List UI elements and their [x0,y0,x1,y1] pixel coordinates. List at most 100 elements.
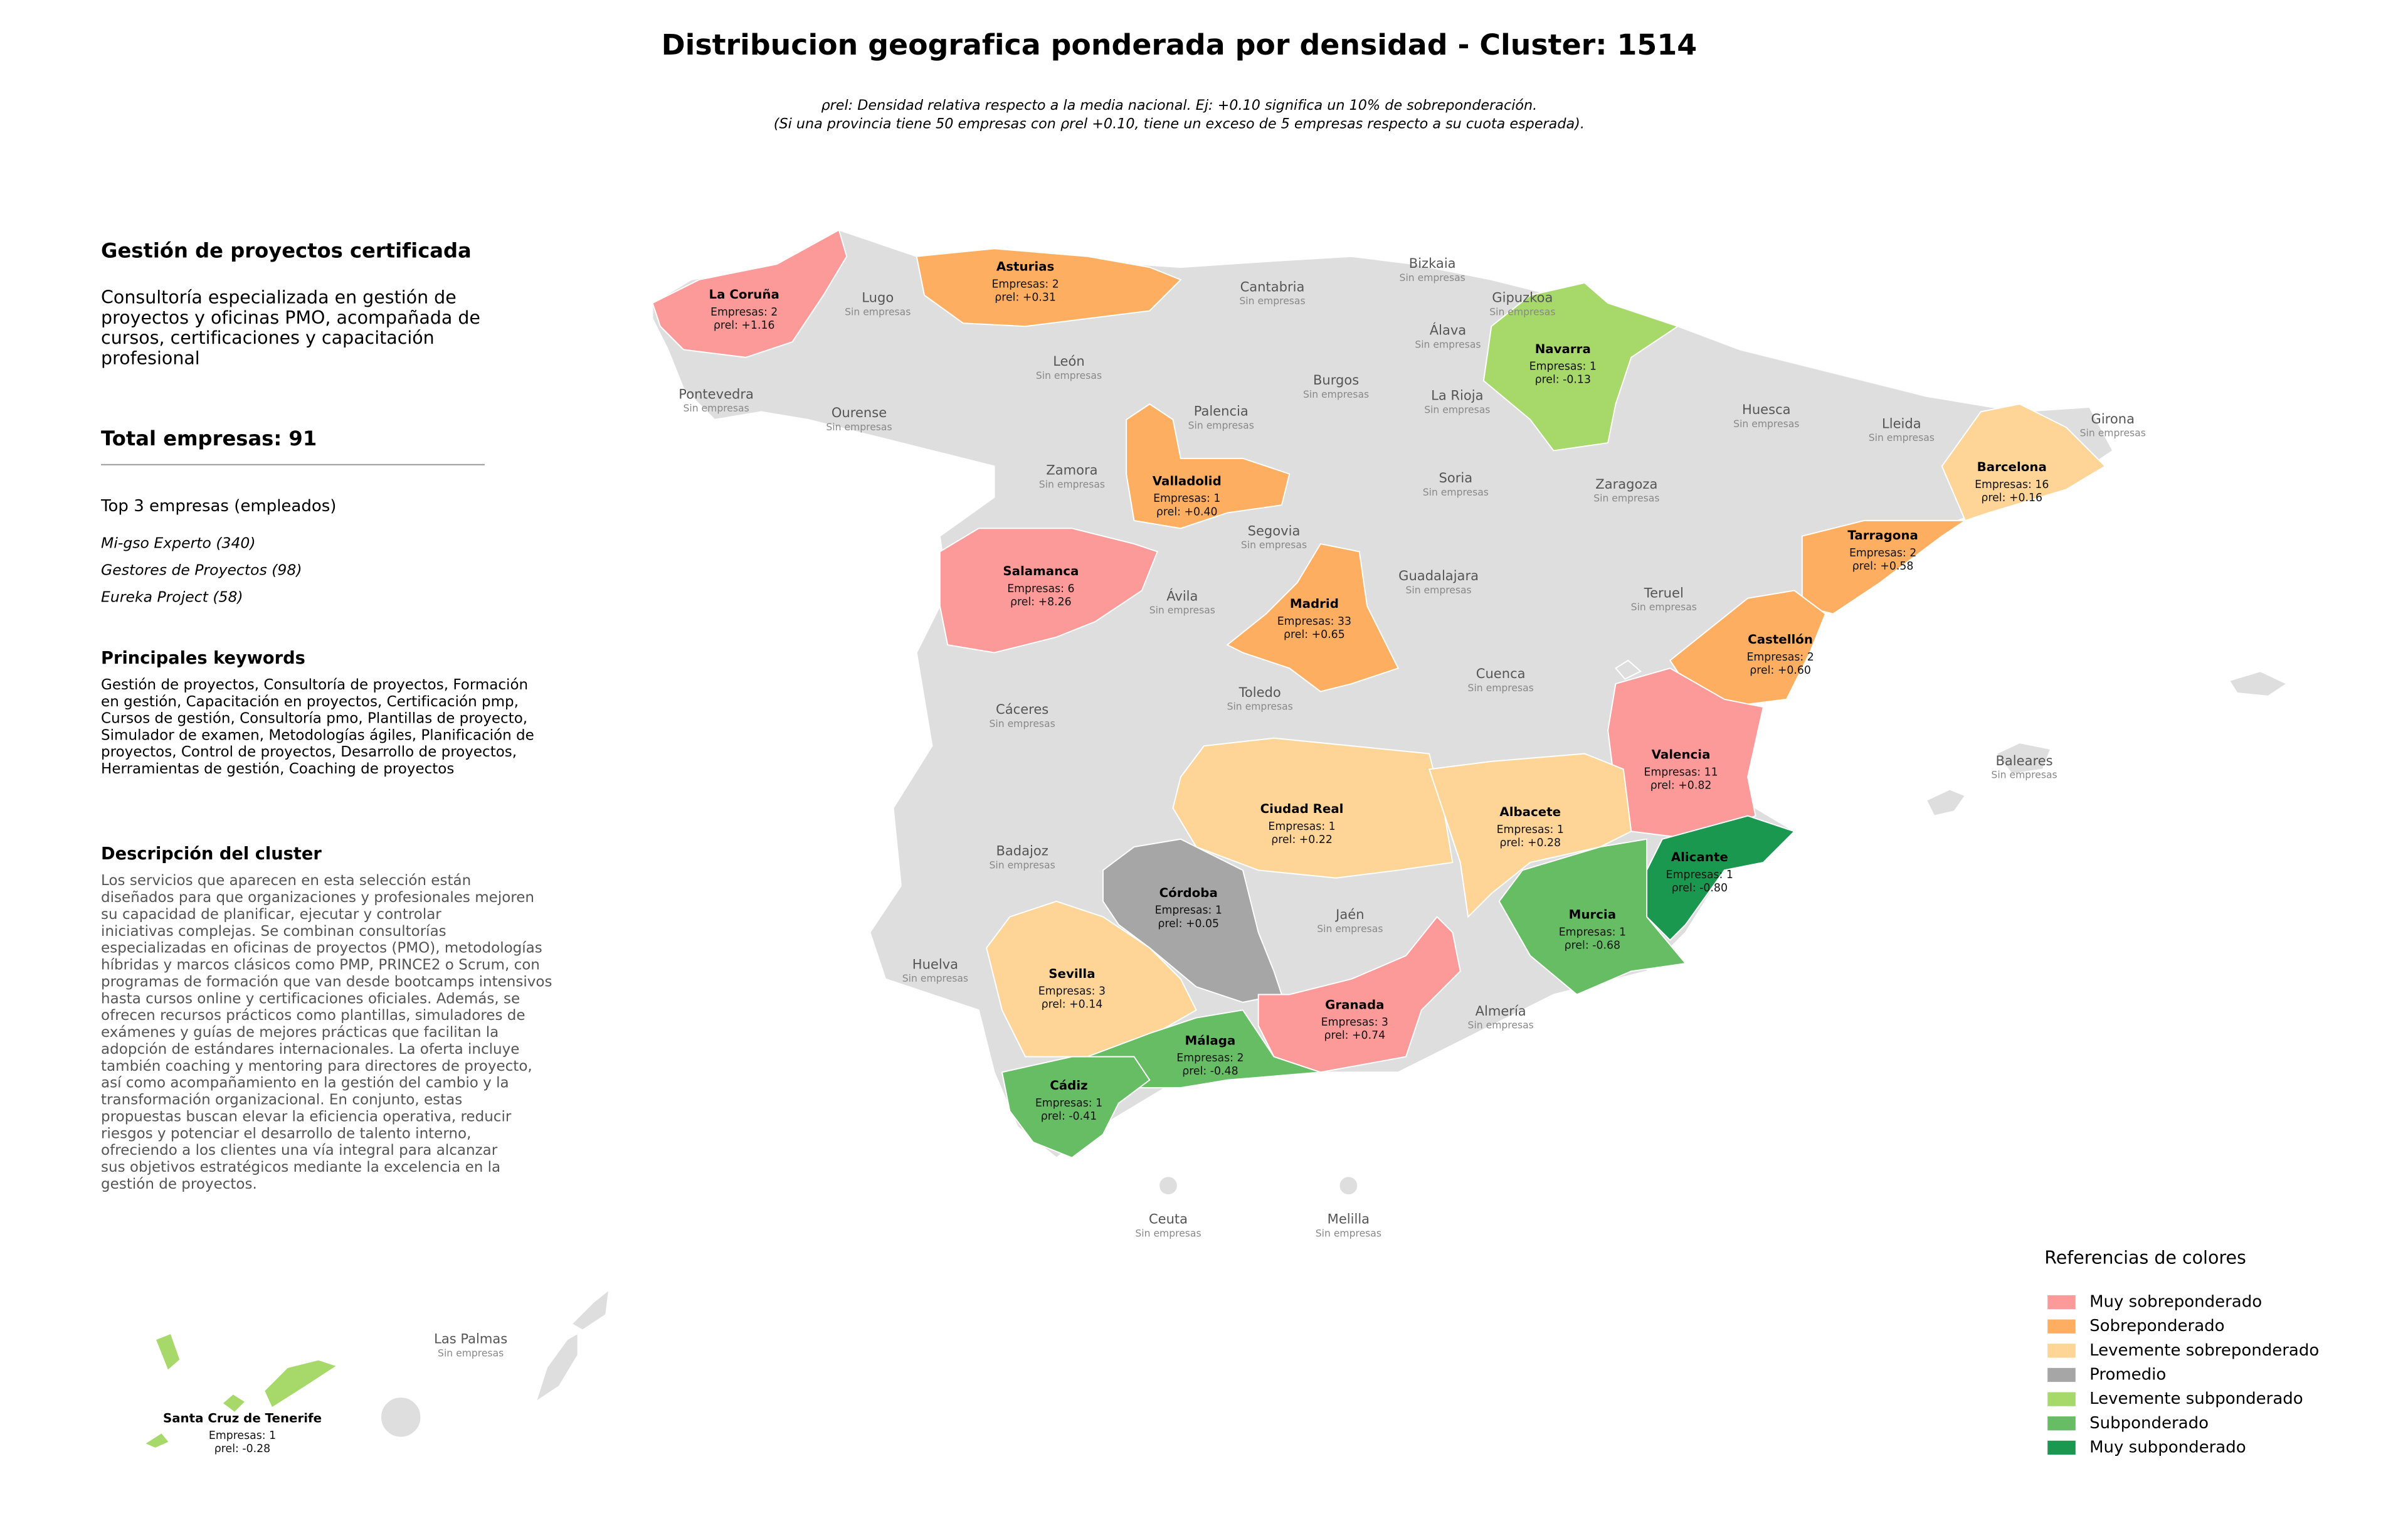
legend-swatch [2047,1392,2076,1406]
province-status: Sin empresas [1303,389,1369,400]
province-name: Ciudad Real [1260,802,1344,816]
description-line: híbridas y marcos clásicos como PMP, PRI… [101,957,540,974]
province-count: Empresas: 1 [1153,492,1220,505]
province-count: Empresas: 2 [710,306,778,319]
total: Total empresas: 91 [101,427,317,450]
province-name: Alicante [1671,850,1728,864]
province-rho: ρrel: +8.26 [1010,596,1072,608]
province-name: Toledo [1238,684,1281,700]
province-rho: ρrel: +0.14 [1042,999,1103,1011]
province-name: Murcia [1569,908,1616,922]
province-status: Sin empresas [990,718,1055,730]
province-name: Teruel [1644,585,1684,600]
province-rho: ρrel: +0.16 [1981,492,2042,504]
province-rho: ρrel: -0.48 [1182,1065,1238,1078]
province-status: Sin empresas [1149,605,1215,616]
province-status: Sin empresas [826,422,892,433]
province-rho: ρrel: +0.60 [1750,664,1811,677]
keywords-line: proyectos, Control de proyectos, Desarro… [101,744,517,760]
province-status: Sin empresas [1415,339,1481,350]
keywords-line: Simulador de examen, Metodologías ágiles… [101,727,534,743]
legend-title: Referencias de colores [2044,1248,2246,1268]
province-status: Sin empresas [1241,539,1307,551]
province-name: La Rioja [1431,388,1483,403]
province-status: Sin empresas [902,973,968,984]
summary-line: cursos, certificaciones y capacitación [101,327,435,348]
province-name: Castellón [1748,632,1813,647]
province-name: Barcelona [1977,460,2047,474]
province-status: Sin empresas [1188,420,1254,431]
legend-label: Muy subponderado [2089,1438,2246,1456]
province-rho: ρrel: +0.65 [1284,629,1345,641]
province-shape [939,528,1158,654]
description-line: programas de formación que van desde boo… [101,974,552,990]
note: ρrel: Densidad relativa respecto a la me… [821,97,1537,114]
legend-swatch [2047,1319,2076,1334]
legend-label: Promedio [2089,1365,2166,1384]
province-name: Pontevedra [679,386,754,401]
description-line: también coaching y mentoring para direct… [101,1058,532,1074]
province-status: Sin empresas [1468,1020,1534,1031]
description-line: Los servicios que aparecen en esta selec… [101,873,471,889]
description-line: exámenes y guías de mejores prácticas qu… [101,1024,499,1041]
province-count: Empresas: 2 [1849,547,1916,560]
province-count: Empresas: 1 [1155,905,1222,917]
province-status: Sin empresas [1405,585,1471,596]
keywords-line: Herramientas de gestión, Coaching de pro… [101,761,454,777]
province-name: Valladolid [1153,474,1222,488]
province-rho: ρrel: +0.22 [1271,834,1333,846]
top-company: Gestores de Proyectos (98) [101,561,302,578]
province-count: Empresas: 2 [991,278,1059,290]
description-line: sus objetivos estratégicos mediante la e… [101,1159,500,1175]
summary-line: profesional [101,348,200,368]
province-shape [1226,543,1400,692]
province-count: Empresas: 2 [1746,651,1814,664]
legend-label: Sobreponderado [2089,1317,2224,1335]
province-rho: ρrel: +0.74 [1324,1029,1385,1042]
province-count: Empresas: 16 [1975,479,2049,491]
keywords-line: en gestión, Capacitación en proyectos, C… [101,694,519,710]
province-name: Zamora [1046,462,1097,478]
description-line: gestión de proyectos. [101,1176,257,1192]
province-name: Ceuta [1149,1211,1188,1227]
province-name: Melilla [1328,1211,1370,1227]
province-name: Asturias [996,260,1054,274]
province-name: Guadalajara [1398,568,1479,583]
province-shape [263,1359,339,1409]
keywords-line: Cursos de gestión, Consultoría pmo, Plan… [101,711,527,727]
province-name: Huesca [1742,401,1791,417]
province-name: Tarragona [1847,528,1918,543]
province-name: Málaga [1185,1033,1236,1048]
legend-label: Levemente sobreponderado [2089,1341,2319,1360]
province-count: Empresas: 1 [1666,869,1733,881]
legend-swatch [2047,1295,2076,1310]
province-name: Baleares [1995,753,2052,768]
province-name: Almería [1476,1003,1526,1019]
province-name: Lleida [1882,415,1921,431]
island [571,1288,610,1331]
province-status: Sin empresas [1869,432,1935,443]
province-name: Córdoba [1159,886,1218,900]
province-rho: ρrel: +0.58 [1852,560,1914,573]
province-rho: ρrel: -0.13 [1535,374,1591,386]
description-line: iniciativas complejas. Se combinan consu… [101,923,446,940]
province-rho: ρrel: -0.41 [1041,1110,1097,1123]
description-line: así como acompañamiento en la gestión de… [101,1075,509,1091]
province-shape [1669,590,1827,708]
province-rho: ρrel: +0.82 [1650,779,1712,792]
province-name: Soria [1439,470,1473,485]
description-line: propuestas buscan elevar la eficiencia o… [101,1108,512,1125]
description-line: ofrecen recursos prácticos como plantill… [101,1007,525,1024]
summary-line: proyectos y oficinas PMO, acompañada de [101,307,480,328]
province-shape [1428,753,1632,918]
top-company: Mi-gso Experto (340) [101,534,256,552]
province-name: Segovia [1248,523,1301,538]
info-panel: Gestión de proyectos certificada Total e… [100,238,552,1192]
summary-line: Consultoría especializada en gestión de [101,287,457,308]
province-name: Burgos [1313,372,1359,388]
province-name: Cáceres [996,701,1048,717]
note: (Si una provincia tiene 50 empresas con … [774,116,1585,132]
